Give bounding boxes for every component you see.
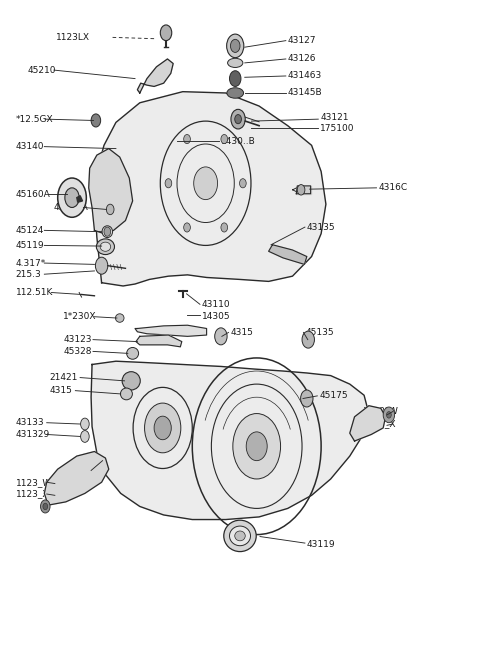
Circle shape (91, 114, 101, 127)
Text: 215.3: 215.3 (16, 270, 41, 279)
Text: 43140: 43140 (16, 142, 44, 151)
Circle shape (160, 25, 172, 41)
Polygon shape (136, 335, 182, 347)
Text: 43145B: 43145B (288, 89, 323, 97)
Circle shape (184, 223, 191, 232)
Ellipse shape (122, 372, 140, 390)
Text: 45119: 45119 (16, 241, 44, 250)
Text: 112.51K: 112.51K (16, 288, 53, 297)
Circle shape (229, 71, 241, 87)
Text: 43110: 43110 (202, 300, 230, 309)
Circle shape (215, 328, 227, 345)
Text: 175100: 175100 (320, 124, 355, 133)
Text: 431329: 431329 (16, 430, 50, 439)
Circle shape (231, 109, 245, 129)
Text: 45210: 45210 (28, 66, 56, 75)
Ellipse shape (228, 58, 243, 68)
Text: 43121: 43121 (320, 113, 348, 122)
Circle shape (184, 135, 191, 144)
Circle shape (144, 403, 181, 453)
Circle shape (230, 39, 240, 53)
Circle shape (165, 179, 172, 188)
Ellipse shape (116, 314, 124, 323)
Text: 4316: 4316 (63, 466, 86, 475)
Polygon shape (350, 406, 385, 441)
Circle shape (383, 407, 395, 422)
Circle shape (386, 411, 391, 418)
Circle shape (65, 188, 79, 208)
Text: 45124: 45124 (16, 226, 44, 235)
Text: 4.317*: 4.317* (16, 259, 46, 267)
Text: 4315: 4315 (230, 328, 253, 337)
Text: 43133: 43133 (16, 419, 44, 427)
Text: 43126: 43126 (288, 55, 316, 64)
Ellipse shape (229, 526, 251, 546)
Text: 1123LW: 1123LW (363, 407, 399, 416)
Ellipse shape (227, 88, 243, 98)
Polygon shape (77, 196, 83, 202)
Circle shape (233, 413, 281, 479)
Text: 21421: 21421 (49, 373, 77, 382)
Circle shape (297, 185, 305, 195)
Text: 1123_X: 1123_X (363, 420, 396, 428)
Text: *12.5GX: *12.5GX (16, 115, 53, 124)
Circle shape (154, 416, 171, 440)
Polygon shape (135, 325, 206, 336)
Circle shape (81, 418, 89, 430)
Circle shape (43, 503, 48, 510)
Circle shape (81, 430, 89, 442)
Circle shape (227, 34, 244, 58)
Circle shape (194, 167, 217, 200)
Polygon shape (137, 59, 173, 93)
Circle shape (235, 114, 241, 124)
Circle shape (104, 227, 111, 237)
Text: 45135: 45135 (305, 328, 334, 337)
Circle shape (240, 179, 246, 188)
Circle shape (107, 204, 114, 215)
Text: 1123_X: 1123_X (16, 489, 49, 499)
Text: 14305: 14305 (202, 312, 230, 321)
Polygon shape (44, 451, 109, 505)
Text: 431463: 431463 (288, 72, 322, 80)
Ellipse shape (235, 531, 245, 541)
Polygon shape (95, 92, 326, 286)
Text: 43165A: 43165A (54, 203, 89, 212)
Text: 43135: 43135 (307, 223, 336, 232)
Circle shape (40, 500, 50, 513)
Text: 1123_W: 1123_W (16, 478, 52, 487)
Text: 43123: 43123 (63, 335, 92, 344)
Text: 45160A: 45160A (16, 190, 50, 199)
Polygon shape (269, 245, 307, 264)
Text: 45328: 45328 (63, 347, 92, 356)
Text: 43119: 43119 (307, 540, 336, 549)
Text: 1123LX: 1123LX (56, 33, 90, 42)
Polygon shape (91, 361, 369, 520)
Circle shape (302, 331, 314, 348)
Ellipse shape (102, 226, 113, 238)
Ellipse shape (224, 520, 256, 552)
Polygon shape (296, 186, 311, 194)
Text: 1*230X: 1*230X (63, 312, 97, 321)
Text: 43127: 43127 (288, 36, 316, 45)
Ellipse shape (96, 239, 115, 254)
Ellipse shape (120, 388, 132, 400)
Circle shape (58, 178, 86, 217)
Circle shape (246, 432, 267, 461)
Circle shape (221, 135, 228, 144)
Polygon shape (89, 148, 132, 234)
Text: 4315: 4315 (49, 386, 72, 395)
Ellipse shape (127, 348, 139, 359)
Text: 4316C: 4316C (378, 183, 408, 193)
Ellipse shape (100, 242, 111, 251)
Circle shape (221, 223, 228, 232)
Text: 1430..B: 1430..B (221, 137, 256, 146)
Text: 45175: 45175 (319, 392, 348, 400)
Circle shape (96, 257, 108, 274)
Circle shape (300, 390, 313, 407)
